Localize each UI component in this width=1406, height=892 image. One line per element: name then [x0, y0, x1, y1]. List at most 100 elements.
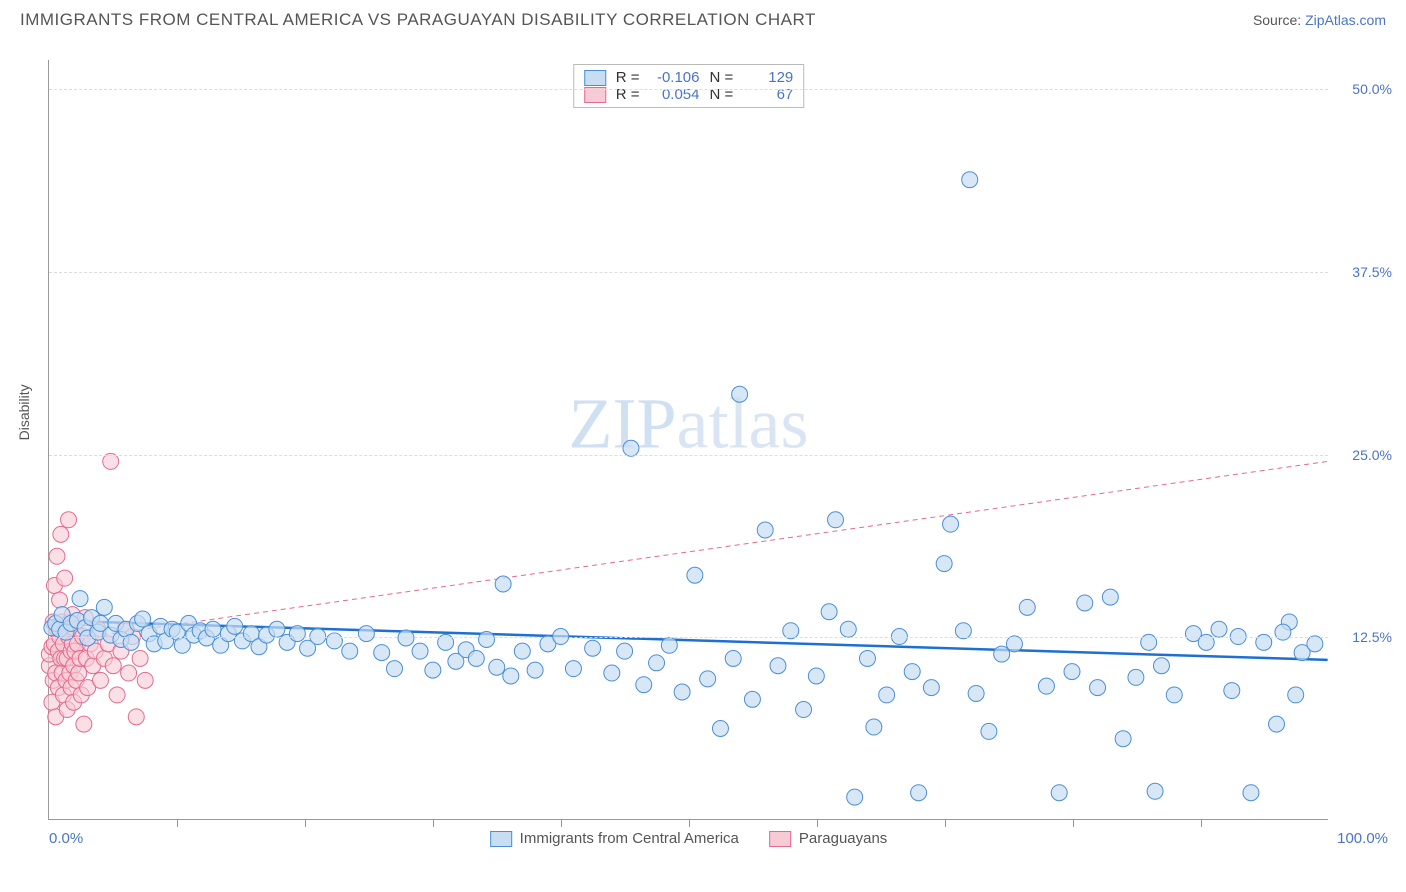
data-point-central_america: [342, 643, 358, 659]
x-tick: [817, 819, 818, 827]
data-point-central_america: [783, 623, 799, 639]
data-point-central_america: [495, 576, 511, 592]
data-point-paraguayans: [76, 716, 92, 732]
x-axis-min: 0.0%: [49, 830, 83, 847]
data-point-central_america: [968, 685, 984, 701]
data-point-central_america: [289, 626, 305, 642]
data-point-central_america: [412, 643, 428, 659]
data-point-central_america: [468, 650, 484, 666]
x-axis-max: 100.0%: [1337, 830, 1388, 847]
data-point-paraguayans: [57, 570, 73, 586]
data-point-paraguayans: [61, 512, 77, 528]
data-point-central_america: [358, 626, 374, 642]
data-point-central_america: [386, 661, 402, 677]
data-point-central_america: [994, 646, 1010, 662]
data-point-central_america: [269, 621, 285, 637]
stats-box: R = -0.106 N = 129 R = 0.054 N = 67: [573, 64, 805, 108]
n-value-1: 129: [743, 69, 793, 86]
data-point-central_america: [712, 721, 728, 737]
legend-item-2: Paraguayans: [769, 830, 887, 847]
data-point-central_america: [1288, 687, 1304, 703]
data-point-central_america: [796, 702, 812, 718]
data-point-central_america: [1115, 731, 1131, 747]
x-tick: [433, 819, 434, 827]
legend-label-1: Immigrants from Central America: [520, 830, 739, 847]
data-point-paraguayans: [52, 592, 68, 608]
data-point-central_america: [955, 623, 971, 639]
gridline: [49, 455, 1328, 456]
data-point-central_america: [227, 618, 243, 634]
data-point-central_america: [514, 643, 530, 659]
data-point-central_america: [700, 671, 716, 687]
data-point-central_america: [489, 659, 505, 675]
data-point-central_america: [135, 611, 151, 627]
n-label-1: N =: [710, 69, 734, 86]
legend-item-1: Immigrants from Central America: [490, 830, 739, 847]
y-tick-label: 12.5%: [1352, 629, 1392, 645]
x-tick: [561, 819, 562, 827]
r-value-1: -0.106: [650, 69, 700, 86]
data-point-central_america: [565, 661, 581, 677]
data-point-central_america: [585, 640, 601, 656]
data-point-central_america: [859, 650, 875, 666]
x-tick: [689, 819, 690, 827]
data-point-central_america: [374, 645, 390, 661]
data-point-central_america: [72, 591, 88, 607]
data-point-central_america: [879, 687, 895, 703]
x-tick: [1073, 819, 1074, 827]
data-point-central_america: [1224, 683, 1240, 699]
data-point-paraguayans: [105, 658, 121, 674]
y-axis-label: Disability: [16, 384, 32, 440]
data-point-central_america: [757, 522, 773, 538]
data-point-central_america: [205, 621, 221, 637]
legend-swatch-pink: [769, 831, 791, 847]
x-tick: [305, 819, 306, 827]
data-point-paraguayans: [49, 548, 65, 564]
data-point-central_america: [923, 680, 939, 696]
data-point-central_america: [744, 691, 760, 707]
source-link[interactable]: ZipAtlas.com: [1305, 12, 1386, 28]
scatter-svg: [49, 60, 1328, 819]
y-tick-label: 25.0%: [1352, 447, 1392, 463]
data-point-central_america: [911, 785, 927, 801]
data-point-central_america: [828, 512, 844, 528]
data-point-central_america: [847, 789, 863, 805]
data-point-paraguayans: [137, 672, 153, 688]
data-point-central_america: [1128, 669, 1144, 685]
bottom-legend: Immigrants from Central America Paraguay…: [490, 830, 888, 847]
data-point-central_america: [1090, 680, 1106, 696]
y-tick-label: 50.0%: [1352, 81, 1392, 97]
data-point-paraguayans: [121, 665, 137, 681]
data-point-central_america: [808, 668, 824, 684]
data-point-central_america: [770, 658, 786, 674]
data-point-central_america: [636, 677, 652, 693]
data-point-central_america: [479, 631, 495, 647]
x-tick: [177, 819, 178, 827]
trend-line-paraguayans: [49, 461, 1327, 642]
data-point-central_america: [1211, 621, 1227, 637]
data-point-paraguayans: [71, 665, 87, 681]
data-point-paraguayans: [53, 526, 69, 542]
source-label: Source: ZipAtlas.com: [1253, 12, 1386, 28]
r-label-1: R =: [616, 69, 640, 86]
data-point-central_america: [1038, 678, 1054, 694]
data-point-paraguayans: [109, 687, 125, 703]
data-point-central_america: [1243, 785, 1259, 801]
data-point-central_america: [732, 386, 748, 402]
chart-title: IMMIGRANTS FROM CENTRAL AMERICA VS PARAG…: [20, 10, 816, 30]
data-point-central_america: [1102, 589, 1118, 605]
plot-area: ZIPatlas R = -0.106 N = 129 R = 0.054 N …: [48, 60, 1328, 820]
data-point-central_america: [821, 604, 837, 620]
data-point-central_america: [661, 637, 677, 653]
gridline: [49, 637, 1328, 638]
data-point-central_america: [1064, 664, 1080, 680]
data-point-central_america: [840, 621, 856, 637]
data-point-central_america: [527, 662, 543, 678]
stats-row-1: R = -0.106 N = 129: [584, 69, 794, 86]
data-point-central_america: [1051, 785, 1067, 801]
data-point-central_america: [962, 172, 978, 188]
y-tick-label: 37.5%: [1352, 264, 1392, 280]
data-point-central_america: [725, 650, 741, 666]
data-point-central_america: [981, 723, 997, 739]
x-tick: [945, 819, 946, 827]
